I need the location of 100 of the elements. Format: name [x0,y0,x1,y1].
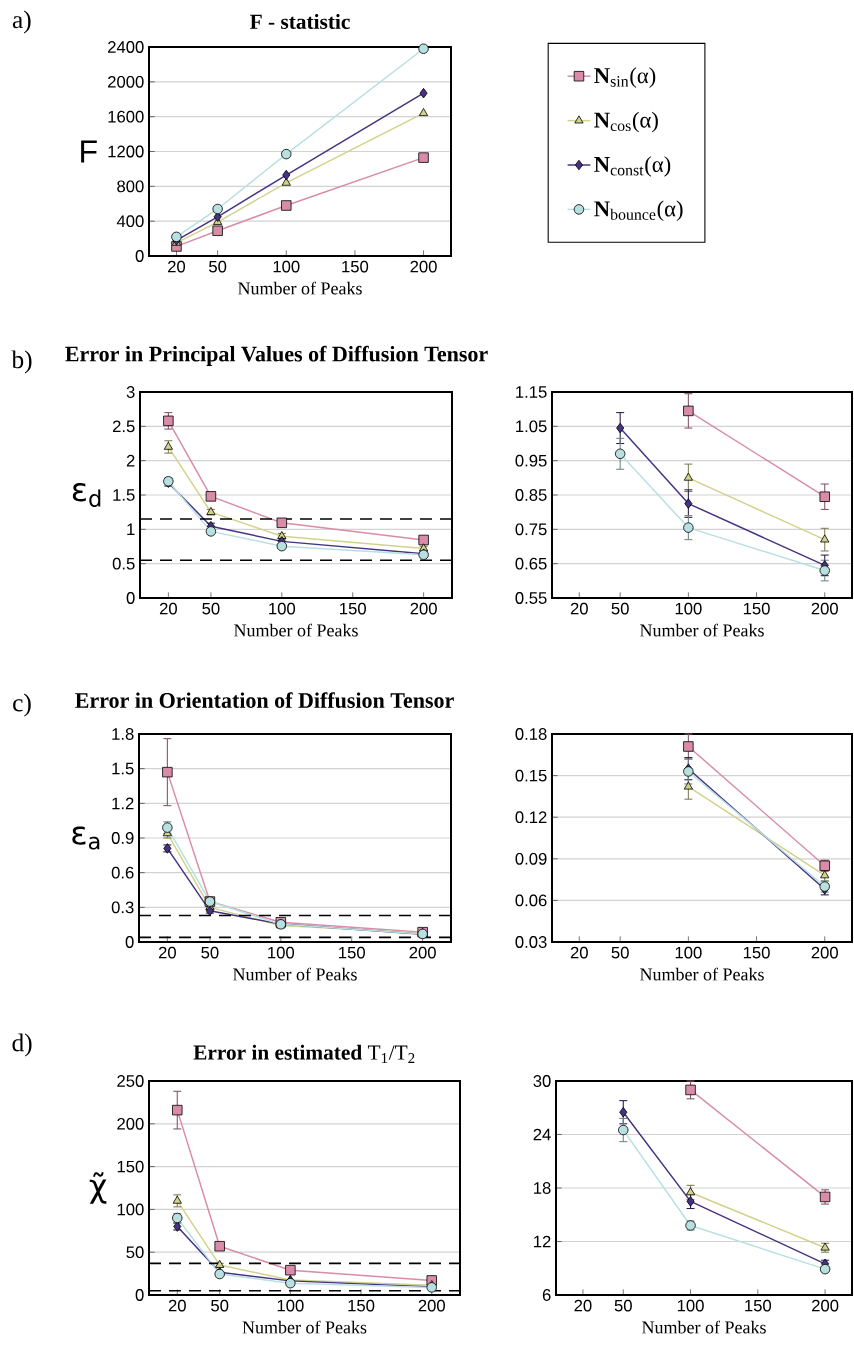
y-tick-label: 800 [117,180,144,193]
x-tick-label: 100 [273,260,300,273]
x-tick-label: 150 [745,1299,772,1312]
x-tick-label: 200 [418,1299,445,1312]
legend-label: N$_{const}$(α) [594,156,671,177]
x-tick-label: 20 [159,602,177,615]
x-tick-label: 50 [211,1299,229,1312]
x-tick-label: 200 [812,1299,839,1312]
y-axis-title: χ̃ [89,1172,107,1204]
y-tick-label: 1.8 [112,728,134,740]
x-axis-title: Number of Peaks [233,967,357,981]
y-tick-label: 0 [135,1289,144,1301]
x-tick-label: 50 [611,602,629,615]
y-tick-label: 0.85 [515,489,547,501]
y-tick-label: 0.3 [111,901,134,914]
x-tick-label: 200 [811,946,838,959]
y-tick-label: 1200 [108,145,144,158]
y-tick-label: 0 [126,592,135,604]
chart-title: Error in Orientation of Diffusion Tensor [75,692,454,708]
y-tick-label: 0.75 [515,523,547,536]
x-axis-title: Number of Peaks [242,1320,367,1334]
y-tick-label: 0.15 [515,769,547,782]
y-tick-label: 0.65 [515,557,547,570]
x-tick-label: 150 [342,260,369,273]
y-tick-label: 0 [135,250,144,262]
y-tick-label: 2 [126,454,135,467]
chart-title: F - statistic [250,13,350,29]
y-tick-label: 1.5 [113,489,135,501]
x-tick-label: 20 [574,1299,592,1312]
x-tick-label: 100 [677,1299,704,1312]
y-tick-label: 0.5 [112,557,135,570]
x-tick-label: 100 [675,602,702,615]
x-tick-label: 150 [340,602,366,615]
y-tick-label: 18 [534,1182,551,1194]
x-tick-label: 150 [348,1299,375,1312]
y-axis-title: F [81,140,97,163]
x-tick-label: 50 [614,1299,632,1312]
text: b) [11,350,32,374]
chart-title: Error in estimated T$_{1}$/T$_{2}$ [193,1044,415,1063]
y-tick-label: 0.55 [515,592,547,604]
y-tick-label: 1.05 [516,420,547,433]
y-tick-label: 3 [126,386,135,398]
y-tick-label: 2400 [108,41,144,53]
y-tick-label: 1.5 [112,762,134,775]
y-tick-label: 400 [116,215,144,228]
y-tick-label: 6 [542,1289,551,1301]
y-tick-label: 30 [533,1075,551,1087]
legend-label: N$_{cos}$(α) [594,111,658,133]
y-tick-label: 1 [127,523,135,536]
x-tick-label: 150 [339,946,365,959]
x-tick-label: 50 [201,946,219,959]
x-tick-label: 100 [675,946,702,959]
x-tick-label: 100 [269,602,296,615]
x-tick-label: 20 [168,260,186,273]
x-tick-label: 20 [570,602,588,615]
y-tick-label: 12 [534,1235,551,1248]
legend-label: N$_{bounce}$(α) [594,200,683,222]
y-tick-label: 2.5 [112,420,135,433]
x-tick-label: 20 [168,1299,186,1312]
y-tick-label: 50 [126,1246,144,1259]
x-tick-label: 150 [743,946,770,959]
y-tick-label: 1600 [108,110,144,123]
y-tick-label: 0 [125,936,134,948]
x-tick-label: 100 [268,946,295,959]
y-tick-label: 1.15 [516,386,547,398]
x-tick-label: 200 [410,260,437,273]
x-tick-label: 150 [743,602,770,615]
chart-title: Error in Principal Values of Diffusion Tensor [65,345,488,366]
y-tick-label: 200 [117,1117,144,1130]
y-axis-title: ε$_{d}$ [72,483,101,507]
y-tick-label: 1.2 [112,797,134,810]
x-tick-label: 200 [409,946,436,959]
y-tick-label: 0.03 [515,936,547,948]
y-tick-label: 100 [117,1203,144,1216]
x-axis-title: Number of Peaks [234,623,358,637]
x-tick-label: 50 [202,602,220,615]
text: a) [12,10,31,34]
y-tick-label: 0.06 [515,894,547,907]
y-tick-label: 0.6 [111,866,134,879]
x-tick-label: 100 [277,1299,304,1312]
x-tick-label: 20 [158,946,176,959]
y-axis-title: ε$_{a}$ [72,826,100,850]
x-tick-label: 50 [209,260,227,273]
text: c) [13,693,31,717]
y-tick-label: 0.18 [515,728,547,740]
y-tick-label: 0.95 [515,454,547,467]
x-tick-label: 200 [811,602,838,615]
x-axis-title: Number of Peaks [238,281,362,295]
x-axis-title: Number of Peaks [642,1320,766,1334]
y-tick-label: 0.09 [515,852,547,865]
text: d) [12,1033,32,1057]
y-tick-label: 150 [117,1160,144,1173]
x-tick-label: 20 [570,946,588,959]
legend-label: N$_{sin}$(α) [594,67,656,88]
x-tick-label: 50 [611,946,629,959]
x-axis-title: Number of Peaks [640,623,764,637]
x-tick-label: 200 [410,602,437,615]
y-tick-label: 0.12 [515,811,547,824]
y-tick-label: 250 [117,1075,144,1087]
y-tick-label: 0.9 [111,832,134,844]
